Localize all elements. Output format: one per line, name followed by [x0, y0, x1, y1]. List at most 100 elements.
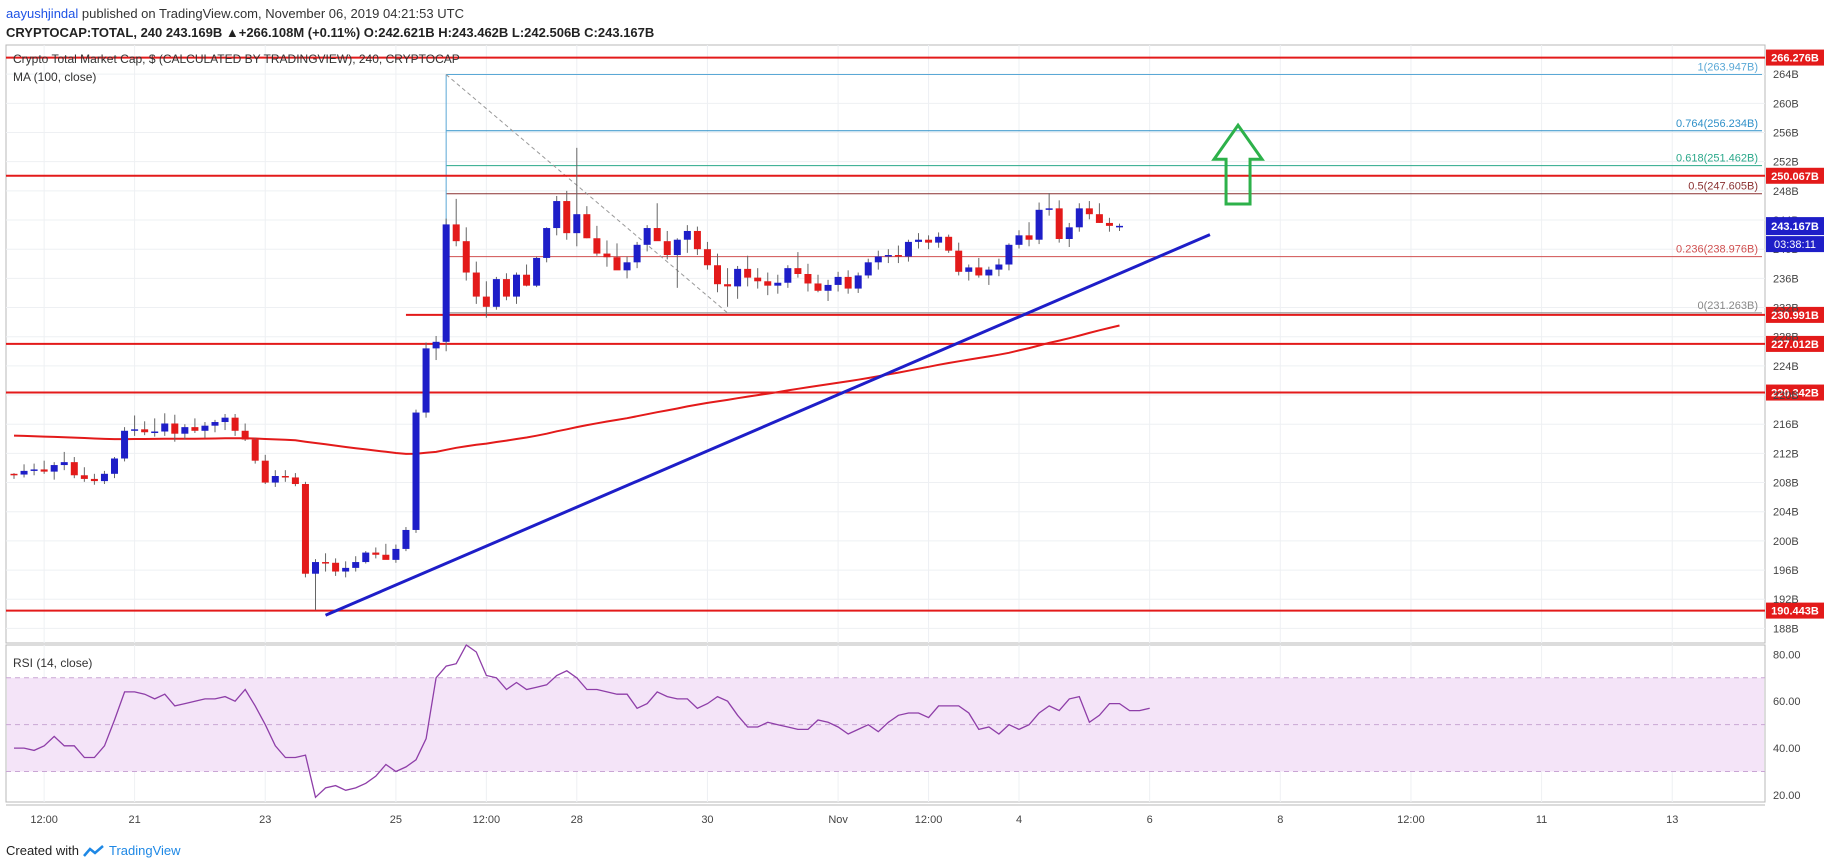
candle-body: [281, 475, 289, 478]
chart-title: Crypto Total Market Cap, $ (CALCULATED B…: [13, 52, 460, 66]
price-tick-label: 200B: [1773, 536, 1799, 548]
candle-body: [633, 244, 641, 263]
candle-body: [995, 264, 1003, 270]
candle-body: [894, 255, 902, 257]
time-axis[interactable]: 12:00 21 23 25 12:00 28 30 Nov 12:00 4 6 8 12:00 11 13: [6, 804, 1765, 826]
candle-body: [593, 238, 601, 254]
candle-body: [432, 341, 440, 349]
rsi-axis[interactable]: 20.00 40.00 60.00 80.00: [1773, 649, 1801, 802]
candle-body: [502, 279, 510, 297]
symbol-ohlc: CRYPTOCAP:TOTAL, 240 243.169B ▲+266.108M…: [6, 25, 655, 40]
candle-body: [151, 431, 159, 434]
time-tick-label: 30: [701, 814, 713, 826]
price-tick-label: 204B: [1773, 507, 1799, 519]
chart-header: aayushjindal published on TradingView.co…: [6, 4, 654, 42]
candle-body: [100, 473, 108, 482]
candle-body: [553, 201, 561, 229]
candle-body: [563, 201, 571, 234]
candle-body: [362, 552, 370, 563]
price-tick-label: 264B: [1773, 69, 1799, 81]
candle-body: [955, 250, 963, 272]
created-with-label: Created with: [6, 843, 79, 858]
price-axis[interactable]: 188B 192B 196B 200B 204B 208B 212B 216B 220B 224B…: [1766, 69, 1824, 635]
candle-body: [412, 412, 420, 530]
candle-body: [1085, 208, 1093, 215]
time-tick-label: 21: [128, 814, 140, 826]
candle-body: [482, 296, 490, 307]
candle-body: [141, 429, 149, 433]
rsi-tick-label: 40.00: [1773, 743, 1801, 755]
candle-body: [1005, 244, 1013, 265]
ma-legend: MA (100, close): [13, 70, 96, 84]
tradingview-brand[interactable]: TradingView: [108, 843, 181, 858]
candle-body: [312, 562, 319, 574]
candle-body: [854, 275, 862, 289]
time-tick-label: 12:00: [1397, 814, 1425, 826]
time-tick-label: 25: [390, 814, 402, 826]
time-tick-label: 11: [1536, 814, 1547, 826]
candle-body: [171, 423, 179, 434]
price-tick-label: 228B: [1773, 332, 1799, 344]
rsi-layer: [14, 644, 1150, 799]
candle-body: [161, 423, 169, 432]
level-price-label: 190.443B: [1771, 606, 1819, 618]
candle-body: [774, 282, 782, 286]
candle-body: [824, 284, 832, 291]
rsi-line: [14, 644, 1150, 799]
ma-layer: [13, 324, 1120, 455]
candle-body: [613, 257, 621, 271]
fib-level-label: 0.236(238.976B): [1676, 244, 1758, 256]
time-tick-label: 4: [1016, 814, 1022, 826]
publish-info: published on TradingView.com, November 0…: [81, 6, 464, 21]
candle-body: [653, 228, 661, 242]
candle-body: [20, 470, 28, 475]
candle-body: [472, 272, 480, 297]
candle-body: [60, 462, 68, 466]
candle-body: [764, 281, 772, 286]
level-price-label: 266.276B: [1771, 53, 1819, 65]
level-price-tag: [1766, 306, 1824, 323]
price-tick-label: 188B: [1773, 623, 1799, 635]
price-tick-label: 212B: [1773, 448, 1799, 460]
candle-body: [915, 239, 922, 242]
countdown-tag: [1766, 236, 1824, 253]
candle-body: [121, 430, 129, 459]
candle-body: [623, 262, 631, 271]
price-tick-label: 196B: [1773, 565, 1799, 577]
candle-body: [40, 469, 48, 472]
footer: Created with TradingView: [6, 843, 181, 858]
time-tick-label: 12:00: [30, 814, 58, 826]
candle-body: [301, 484, 309, 574]
candle-body: [724, 284, 732, 287]
candle-body: [1116, 225, 1123, 228]
level-price-label: 250.067B: [1771, 171, 1819, 183]
candle-body: [90, 478, 98, 482]
candle-body: [945, 236, 953, 251]
level-price-tag: [1766, 384, 1824, 401]
candle-body: [322, 562, 330, 564]
candle-body: [673, 239, 681, 256]
candle-body: [382, 554, 390, 560]
trendline-layer: [324, 233, 1211, 617]
countdown-label: 03:38:11: [1774, 239, 1816, 251]
candle-body: [804, 273, 812, 284]
up-arrow-layer: [1211, 122, 1265, 206]
candle-body: [1035, 209, 1043, 240]
level-price-tag: [1766, 49, 1824, 66]
fib-level-label: 0(231.263B): [1697, 300, 1758, 312]
ma-100-line: [13, 324, 1120, 455]
candle-body: [693, 230, 701, 250]
level-price-tag: [1766, 335, 1824, 352]
candle-body: [131, 429, 139, 431]
candle-body: [402, 529, 410, 549]
candle-body: [703, 249, 711, 266]
candle-body: [271, 475, 279, 483]
price-tick-label: 224B: [1773, 361, 1799, 373]
author-link[interactable]: aayushjindal: [6, 6, 79, 21]
time-tick-label: 23: [259, 814, 271, 826]
candle-body: [352, 562, 360, 568]
candle-body: [291, 477, 299, 485]
candles: [10, 147, 1123, 611]
rsi-tick-label: 80.00: [1773, 649, 1801, 661]
